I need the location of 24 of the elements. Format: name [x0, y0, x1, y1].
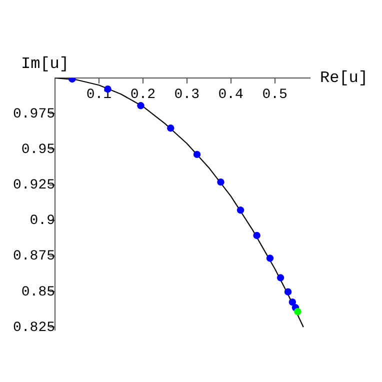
point [276, 274, 284, 282]
point [288, 298, 296, 306]
x-tick-label: 0.5 [262, 87, 288, 104]
y-tick-label: 0.975 [12, 106, 55, 122]
x-axis-title: Re[u] [320, 69, 368, 88]
y-axis-title: Im[u] [20, 55, 70, 74]
y-tick-label: 0.875 [12, 248, 55, 265]
point [294, 308, 302, 316]
point [167, 124, 174, 132]
point [236, 206, 244, 214]
y-tick-label: 0.95 [21, 142, 55, 158]
point [266, 254, 274, 262]
y-tick-label: 0.825 [12, 320, 55, 336]
x-tick-label: 0.3 [174, 87, 200, 104]
point [284, 288, 292, 296]
point [217, 178, 224, 186]
x-tick-label: 0.4 [218, 87, 244, 104]
point [137, 102, 144, 110]
point [193, 150, 201, 158]
y-tick-label: 0.925 [12, 177, 55, 194]
y-tick-label: 0.85 [21, 284, 55, 300]
point [253, 232, 260, 240]
y-tick-label: 0.9 [30, 213, 55, 230]
x-tick-label: 0.2 [130, 87, 156, 104]
